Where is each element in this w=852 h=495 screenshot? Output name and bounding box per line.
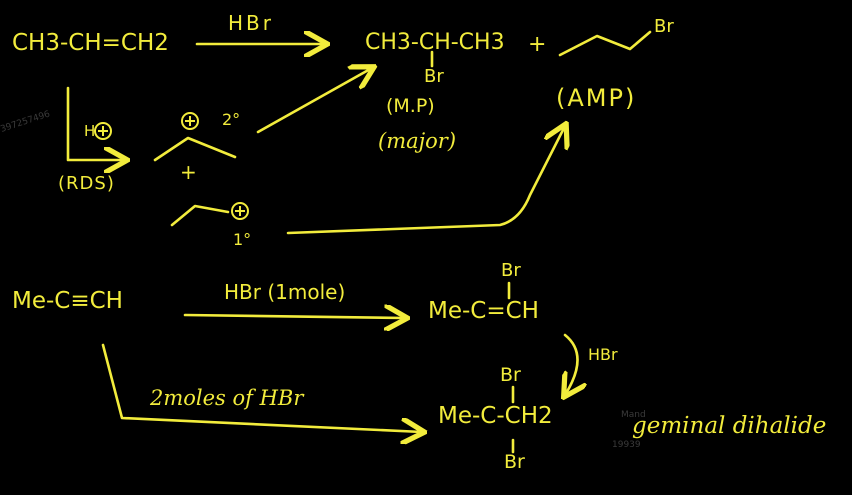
secondary-carbocation-label: 2°: [222, 110, 241, 129]
plus-sign: +: [528, 32, 547, 57]
amp-skeleton: [558, 30, 652, 57]
product-dihalide: Me-C-CH2: [438, 403, 553, 429]
watermark-right-2: 19939: [612, 440, 641, 450]
secondary-carbocation-skeleton: [153, 136, 237, 162]
rds-label: (RDS): [58, 173, 115, 194]
primary-carbocation-label: 1°: [233, 230, 252, 249]
reagent-2moles: 2moles of HBr: [150, 386, 304, 410]
primary-carbocation-skeleton: [170, 204, 230, 227]
reactant-propyne: Me-C≡CH: [12, 288, 123, 314]
reagent-hbr-1mole: HBr (1mole): [224, 280, 346, 304]
mp-label: (M.P): [386, 95, 435, 117]
reactant-propene: CH3-CH=CH2: [12, 30, 169, 56]
plus-between-carbocations: +: [180, 160, 197, 184]
positive-charge-icon: [231, 202, 249, 220]
amp-label: (AMP): [556, 84, 637, 112]
reaction-arrow-1mole: [183, 315, 405, 318]
main-product: CH3-CH-CH3: [365, 30, 505, 55]
amp-bromine: Br: [654, 16, 674, 37]
product2-bromine-bottom: Br: [504, 451, 525, 473]
reaction-arrow-2moles: [101, 343, 422, 432]
rds-arrow: [66, 86, 125, 160]
geminal-dihalide-label: geminal dihalide: [632, 413, 827, 439]
arrow-to-major: [256, 68, 372, 134]
product-bromoalkene: Me-C=CH: [428, 298, 539, 324]
reagent-hbr-side: HBr: [588, 345, 618, 364]
main-product-bromine: Br: [424, 66, 444, 87]
major-label: (major): [378, 129, 457, 153]
positive-charge-icon: [94, 122, 112, 140]
positive-charge-icon: [181, 112, 199, 130]
watermark-right-1: Mand: [621, 410, 646, 420]
reagent-hbr: HBr: [228, 11, 274, 35]
proton-label: H: [84, 122, 96, 140]
arrow-to-amp: [286, 126, 565, 235]
product1-bromine: Br: [501, 260, 521, 281]
curved-hbr-arrow: [565, 333, 578, 395]
product2-bromine-top: Br: [500, 364, 521, 386]
